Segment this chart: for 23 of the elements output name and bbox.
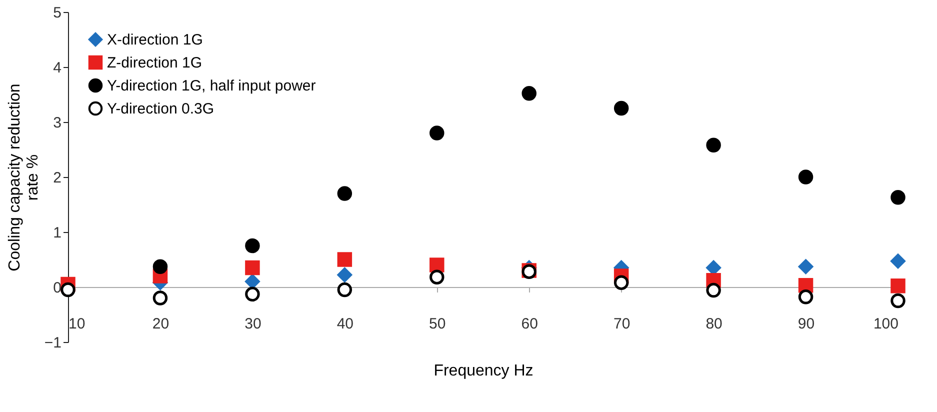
y-tick-label: 3 [53, 114, 62, 132]
x-tick-label: 40 [336, 316, 354, 332]
x-axis-title: Frequency Hz [434, 362, 534, 380]
x-tick-label: 30 [244, 316, 262, 332]
x-tick-label: 70 [613, 316, 630, 332]
legend-label: Y-direction 1G, half input power [107, 78, 316, 94]
y-tick-label: −1 [44, 334, 62, 352]
legend-label: Z-direction 1G [107, 54, 202, 72]
x-tick-label: 80 [706, 316, 722, 332]
x-tick-label: 100 [873, 316, 898, 332]
legend-label: X-direction 1G [107, 32, 203, 48]
legend-label: Y-direction 0.3G [107, 100, 214, 118]
y-tick-label: 4 [53, 60, 62, 76]
y-tick-label: 5 [53, 4, 62, 22]
x-tick-label: 20 [152, 316, 170, 332]
y-tick-label: 1 [53, 224, 62, 242]
x-tick-label: 90 [798, 316, 815, 332]
x-tick-label: 60 [521, 316, 538, 332]
x-tick-label: 50 [429, 316, 446, 332]
y-tick-label: 0 [53, 280, 62, 296]
y-axis-title: Cooling capacity reduction rate % [6, 84, 42, 272]
y-tick-label: 2 [53, 170, 62, 186]
x-tick-label: 10 [68, 316, 86, 332]
